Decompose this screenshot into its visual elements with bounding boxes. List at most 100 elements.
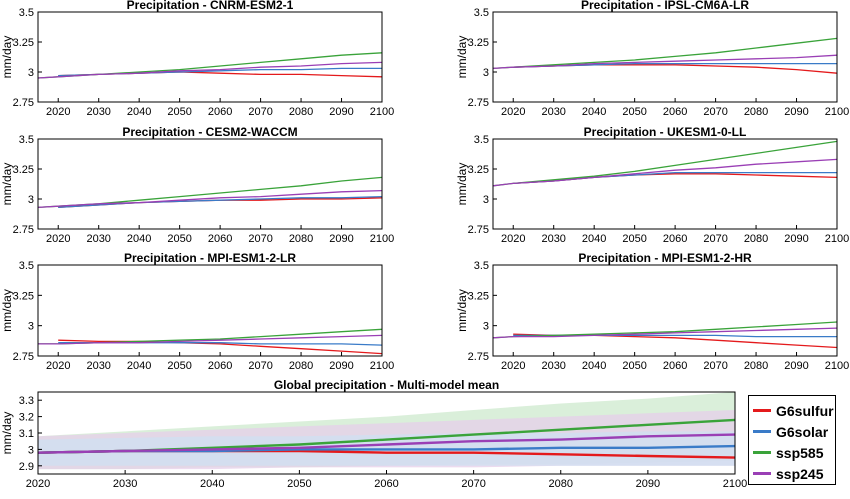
- panel-4-xtick-label-2020: 2020: [501, 233, 525, 245]
- panel-2-xtick-label-2060: 2060: [663, 106, 687, 118]
- panel-1-xtick-label-2060: 2060: [208, 106, 232, 118]
- panel-6-ytick-label-3-5: 3.5: [474, 260, 489, 272]
- legend-item-ssp245: ssp245: [753, 463, 835, 484]
- panel-4-xtick-label-2060: 2060: [663, 233, 687, 245]
- panel-1-ytick-label-3-5: 3.5: [19, 7, 34, 19]
- panel-6-title: Precipitation - MPI-ESM1-2-HR: [578, 251, 752, 265]
- legend-item-ssp585: ssp585: [753, 442, 835, 463]
- panel-2-xtick-label-2100: 2100: [825, 106, 849, 118]
- panel-3-ytick-label-3-5: 3.5: [19, 134, 34, 146]
- panel-6-xtick-label-2080: 2080: [744, 360, 768, 372]
- panel-5-xtick-label-2060: 2060: [208, 360, 232, 372]
- panel-6-line-ssp245: [492, 327, 838, 339]
- panel-7-xtick-label-2070: 2070: [461, 478, 485, 490]
- panel-3-xtick-label-2070: 2070: [248, 233, 272, 245]
- panel-1-xtick-label-2080: 2080: [289, 106, 313, 118]
- panel-7-ytick-label-3-3: 3.3: [19, 395, 34, 407]
- panel-5-xtick-label-2100: 2100: [370, 360, 394, 372]
- panel-2-xtick-label-2050: 2050: [622, 106, 646, 118]
- panel-2-ytick-label-2-75: 2.75: [468, 97, 489, 109]
- panel-2-line-ssp245: [492, 54, 838, 70]
- legend-item-g6solar: G6solar: [753, 421, 835, 442]
- panel-7-xtick-label-2060: 2060: [374, 478, 398, 490]
- panel-7-xtick-label-2050: 2050: [287, 478, 311, 490]
- panel-2-ytick-label-3: 3: [483, 67, 489, 79]
- legend-swatch-g6solar: [753, 430, 771, 433]
- panel-3-xtick-label-2030: 2030: [86, 233, 110, 245]
- panel-4-xtick-label-2030: 2030: [541, 233, 565, 245]
- panel-6-ytick-label-3-25: 3.25: [468, 290, 489, 302]
- panel-3-ytick-label-3-25: 3.25: [13, 164, 34, 176]
- panel-4-xtick-label-2070: 2070: [703, 233, 727, 245]
- panel-3-line-ssp245: [37, 189, 383, 209]
- panel-1-line-ssp245: [37, 61, 383, 79]
- panel-3-title: Precipitation - CESM2-WACCM: [122, 125, 297, 139]
- panel-6-xtick-label-2040: 2040: [582, 360, 606, 372]
- legend-label-ssp245: ssp245: [776, 465, 824, 482]
- panel-5-ylabel: mm/day: [0, 289, 14, 332]
- panel-7-xtick-label-2080: 2080: [549, 478, 573, 490]
- panel-2-ytick-label-3-25: 3.25: [468, 37, 489, 49]
- panel-5-xtick-label-2050: 2050: [167, 360, 191, 372]
- panel-1-ytick-label-3-25: 3.25: [13, 37, 34, 49]
- panel-4-ylabel: mm/day: [455, 163, 469, 206]
- panel-1-xtick-label-2040: 2040: [127, 106, 151, 118]
- panel-3-xtick-label-2060: 2060: [208, 233, 232, 245]
- panel-7-ytick-label-3-1: 3.1: [19, 428, 34, 440]
- panel-1-axes-frame: [37, 11, 383, 103]
- legend-swatch-g6sulfur: [753, 409, 771, 412]
- panel-2-ytick-label-3-5: 3.5: [474, 7, 489, 19]
- panel-7-xtick-label-2090: 2090: [636, 478, 660, 490]
- panel-3-xtick-label-2100: 2100: [370, 233, 394, 245]
- panel-1-xtick-label-2090: 2090: [329, 106, 353, 118]
- panel-5-ytick-label-3-5: 3.5: [19, 260, 34, 272]
- panel-4-line-ssp585: [492, 140, 838, 187]
- panel-7-xtick-label-2030: 2030: [113, 478, 137, 490]
- panel-2-xtick-label-2040: 2040: [582, 106, 606, 118]
- panel-4-xtick-label-2090: 2090: [784, 233, 808, 245]
- panel-7-ylabel: mm/day: [0, 412, 14, 455]
- panel-2-xtick-label-2030: 2030: [541, 106, 565, 118]
- panel-7-title: Global precipitation - Multi-model mean: [274, 378, 499, 392]
- panel-6-axes-frame: [492, 264, 838, 357]
- panel-6-xtick-label-2050: 2050: [622, 360, 646, 372]
- panel-4-xtick-label-2080: 2080: [744, 233, 768, 245]
- panel-7-ytick-label-3: 3: [28, 444, 34, 456]
- panel-4-ytick-label-3-5: 3.5: [474, 134, 489, 146]
- panel-3-line-g6solar: [58, 195, 383, 209]
- panel-5-xtick-label-2090: 2090: [329, 360, 353, 372]
- panel-5-xtick-label-2080: 2080: [289, 360, 313, 372]
- panel-5-xtick-label-2070: 2070: [248, 360, 272, 372]
- panel-1-xtick-label-2100: 2100: [370, 106, 394, 118]
- panel-5-title: Precipitation - MPI-ESM1-2-LR: [124, 251, 296, 265]
- panel-5-ytick-label-3-25: 3.25: [13, 290, 34, 302]
- panel-3-xtick-label-2020: 2020: [46, 233, 70, 245]
- panel-5-xtick-label-2040: 2040: [127, 360, 151, 372]
- panel-4-xtick-label-2040: 2040: [582, 233, 606, 245]
- panel-5-xtick-label-2020: 2020: [46, 360, 70, 372]
- panel-3-axes-frame: [37, 138, 383, 230]
- panel-4-ytick-label-3: 3: [483, 194, 489, 206]
- panel-1-xtick-label-2070: 2070: [248, 106, 272, 118]
- panel-5-ytick-label-2-75: 2.75: [13, 351, 34, 363]
- panel-7-xtick-label-2040: 2040: [200, 478, 224, 490]
- panel-5-xtick-label-2030: 2030: [86, 360, 110, 372]
- panel-1-ylabel: mm/day: [0, 36, 14, 79]
- panel-3-xtick-label-2040: 2040: [127, 233, 151, 245]
- panel-3-ytick-label-3: 3: [28, 194, 34, 206]
- panel-2-xtick-label-2070: 2070: [703, 106, 727, 118]
- panel-4-line-ssp245: [492, 158, 838, 187]
- panel-1-xtick-label-2030: 2030: [86, 106, 110, 118]
- panel-3-xtick-label-2090: 2090: [329, 233, 353, 245]
- panel-4-xtick-label-2050: 2050: [622, 233, 646, 245]
- panel-1-xtick-label-2050: 2050: [167, 106, 191, 118]
- panel-3-ytick-label-2-75: 2.75: [13, 224, 34, 236]
- panel-7-line-ssp245: [37, 433, 736, 454]
- panel-6-xtick-label-2070: 2070: [703, 360, 727, 372]
- panel-7-xtick-label-2020: 2020: [26, 478, 50, 490]
- panel-2-xtick-label-2020: 2020: [501, 106, 525, 118]
- panel-7-ytick-label-2-9: 2.9: [19, 461, 34, 473]
- panel-5-ytick-label-3: 3: [28, 321, 34, 333]
- legend: G6sulfur G6solar ssp585 ssp245: [748, 395, 836, 485]
- panel-7-ytick-label-3-2: 3.2: [19, 412, 34, 424]
